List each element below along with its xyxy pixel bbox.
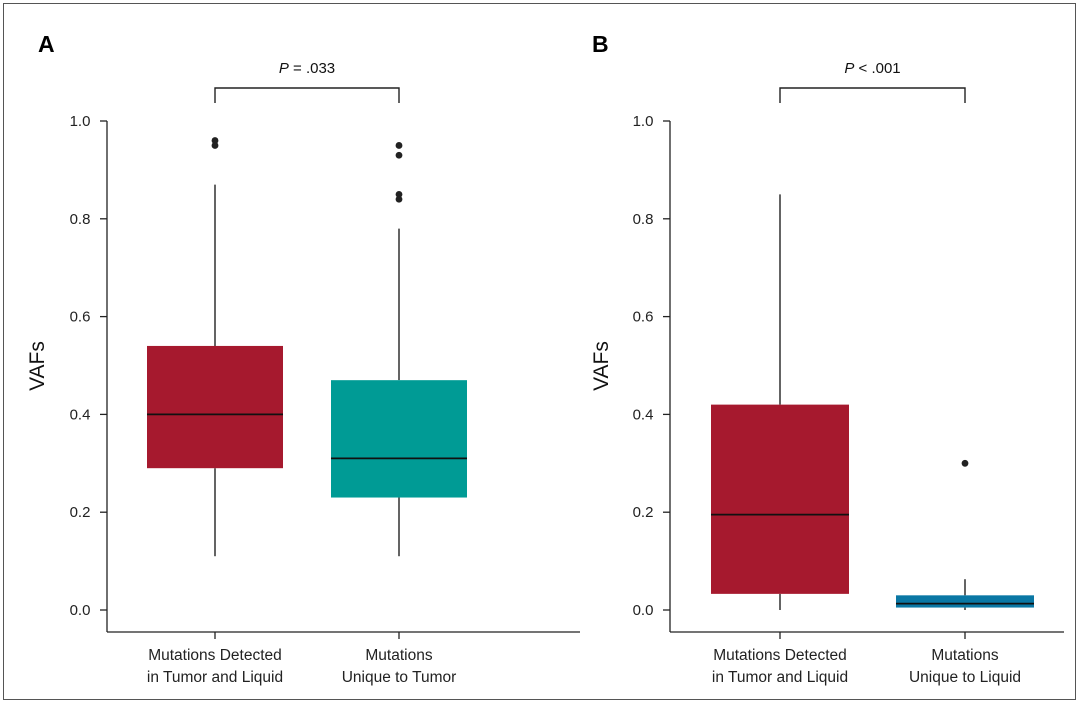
- y-tick-label: 0.8: [633, 211, 654, 228]
- y-axis-label: VAFs: [590, 341, 613, 391]
- x-tick-label: in Tumor and Liquid: [147, 669, 283, 686]
- significance-bracket: [779, 87, 966, 103]
- figure-frame: [3, 3, 1076, 700]
- y-tick-label: 0.8: [70, 211, 91, 228]
- outlier-point: [395, 195, 403, 203]
- x-tick-label: in Tumor and Liquid: [712, 669, 848, 686]
- outlier-point: [395, 190, 403, 198]
- outlier-point: [211, 142, 219, 149]
- significance-bracket: [214, 87, 400, 103]
- p-symbol: P: [279, 60, 289, 77]
- y-axis-label: VAFs: [26, 341, 49, 391]
- x-tick-label: Unique to Tumor: [342, 669, 457, 686]
- x-tick-label: Mutations: [931, 647, 998, 664]
- outlier-point: [961, 459, 969, 467]
- x-tick-label: Mutations Detected: [713, 647, 847, 664]
- y-tick-label: 1.0: [70, 113, 91, 130]
- y-tick-label: 0.4: [633, 406, 654, 423]
- p-value-text: = .033: [289, 60, 335, 77]
- x-tick-label: Mutations Detected: [148, 647, 282, 664]
- outlier-point: [395, 151, 403, 159]
- y-tick-label: 0.2: [70, 504, 91, 521]
- box-2: Mutations Unique to Liquid: [896, 459, 1034, 686]
- outlier-point: [395, 142, 403, 149]
- box-2: Mutations Unique to Tumor: [331, 142, 467, 686]
- p-value-text: < .001: [854, 60, 900, 77]
- y-tick-label: 0.6: [633, 309, 654, 326]
- p-value-label: P < .001: [844, 60, 900, 77]
- y-tick-label: 0.6: [70, 309, 91, 326]
- x-tick-label: Mutations: [365, 647, 432, 664]
- y-tick-label: 0.0: [70, 602, 91, 619]
- chart-panel-b: B VAFs 0.0 0.2 0.4 0.6 0.8 1.0 Mutations Detecte…: [590, 31, 1064, 686]
- box-body: [147, 345, 283, 469]
- outlier-point: [211, 137, 219, 144]
- box-body: [896, 595, 1034, 608]
- x-tick-label: Unique to Liquid: [909, 669, 1021, 686]
- box-1: Mutations Detected in Tumor and Liquid: [711, 194, 849, 686]
- box-body: [711, 404, 849, 594]
- y-tick-label: 0.4: [70, 406, 91, 423]
- y-tick-label: 1.0: [633, 113, 654, 130]
- y-tick-label: 0.2: [633, 504, 654, 521]
- y-tick-label: 0.0: [633, 602, 654, 619]
- panel-label: B: [592, 31, 609, 57]
- p-value-label: P = .033: [279, 60, 335, 77]
- box-body: [331, 380, 467, 498]
- p-symbol: P: [844, 60, 854, 77]
- chart-panel-a: A VAFs 0.0 0.2 0.4 0.6 0.8 1.0 Mutations Detecte…: [26, 31, 580, 686]
- box-1: Mutations Detected in Tumor and Liquid: [147, 137, 283, 686]
- panel-label: A: [38, 31, 55, 57]
